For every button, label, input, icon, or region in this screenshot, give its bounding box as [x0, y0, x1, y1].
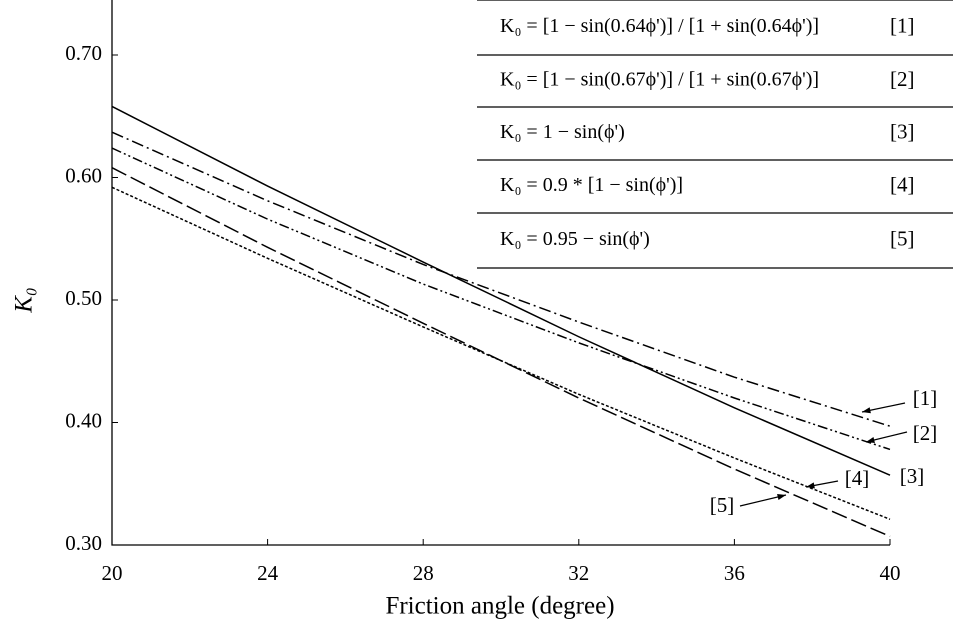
x-tick-label: 32 [568, 561, 589, 585]
y-tick-label: 0.40 [65, 408, 102, 432]
series-line [111, 147, 891, 451]
legend-label: [4] [890, 172, 915, 196]
annotation: [1] [913, 386, 938, 410]
legend-formula: K₀ = 1 − sin(ϕ') [500, 121, 625, 143]
x-tick-label: 36 [724, 561, 745, 585]
legend-label: [1] [890, 13, 915, 37]
annotation: [2] [913, 421, 938, 445]
series-line [111, 131, 891, 427]
series-line [111, 105, 891, 476]
y-tick-label: 0.70 [65, 41, 102, 65]
legend-formula: K₀ = 0.9 * [1 − sin(ϕ')] [500, 174, 683, 196]
legend-formula: K₀ = 0.95 − sin(ϕ') [500, 228, 650, 250]
series-line [111, 167, 891, 538]
arrow-head [866, 436, 875, 443]
legend-label: [3] [890, 119, 915, 143]
arrow-head [862, 407, 871, 414]
x-tick-label: 24 [257, 561, 279, 585]
annotation: [4] [845, 466, 870, 490]
arrow-head [777, 493, 786, 500]
y-axis-label: K₀ [11, 287, 38, 313]
legend-formula: K₀ = [1 − sin(0.64ϕ')] / [1 + sin(0.64ϕ'… [500, 15, 819, 37]
y-tick-label: 0.30 [65, 531, 102, 555]
y-tick-label: 0.50 [65, 286, 102, 310]
legend-label: [5] [890, 226, 915, 250]
x-tick-label: 40 [880, 561, 901, 585]
x-axis-label: Friction angle (degree) [385, 593, 614, 620]
legend-formula: K₀ = [1 − sin(0.67ϕ')] / [1 + sin(0.67ϕ'… [500, 69, 819, 91]
y-tick-label: 0.60 [65, 163, 102, 187]
x-tick-label: 28 [413, 561, 434, 585]
legend-label: [2] [890, 67, 915, 91]
annotation: [3] [900, 464, 925, 488]
arrow-head [806, 482, 815, 489]
x-tick-label: 20 [102, 561, 123, 585]
annotation: [5] [710, 493, 735, 517]
